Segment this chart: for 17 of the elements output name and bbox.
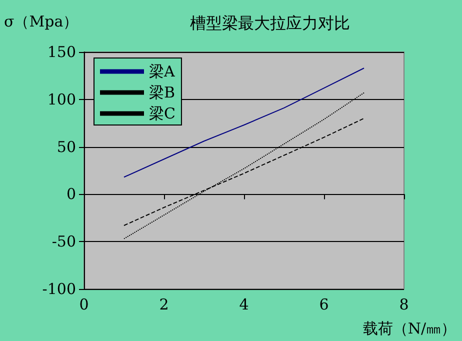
y-axis-title: σ（Mpa） <box>4 12 78 30</box>
x-tick-label: 6 <box>319 296 329 314</box>
y-tick-label: 50 <box>56 138 76 156</box>
x-axis-title: 载荷（N/㎜） <box>362 320 456 338</box>
chart-title: 槽型梁最大拉应力对比 <box>190 14 350 32</box>
y-tick-label: -100 <box>42 280 76 298</box>
x-tick-label: 4 <box>239 296 249 314</box>
y-tick-label: 0 <box>66 185 76 204</box>
legend-label: 梁B <box>149 84 176 102</box>
y-tick-label: -50 <box>52 232 76 251</box>
y-tick-label: 150 <box>47 43 76 61</box>
x-tick-label: 2 <box>159 296 169 314</box>
x-tick-label: 8 <box>399 296 409 314</box>
legend-label: 梁A <box>149 62 175 80</box>
y-tick-label: 100 <box>47 90 76 108</box>
legend-label: 梁C <box>149 104 176 122</box>
x-tick-label: 0 <box>79 296 89 314</box>
